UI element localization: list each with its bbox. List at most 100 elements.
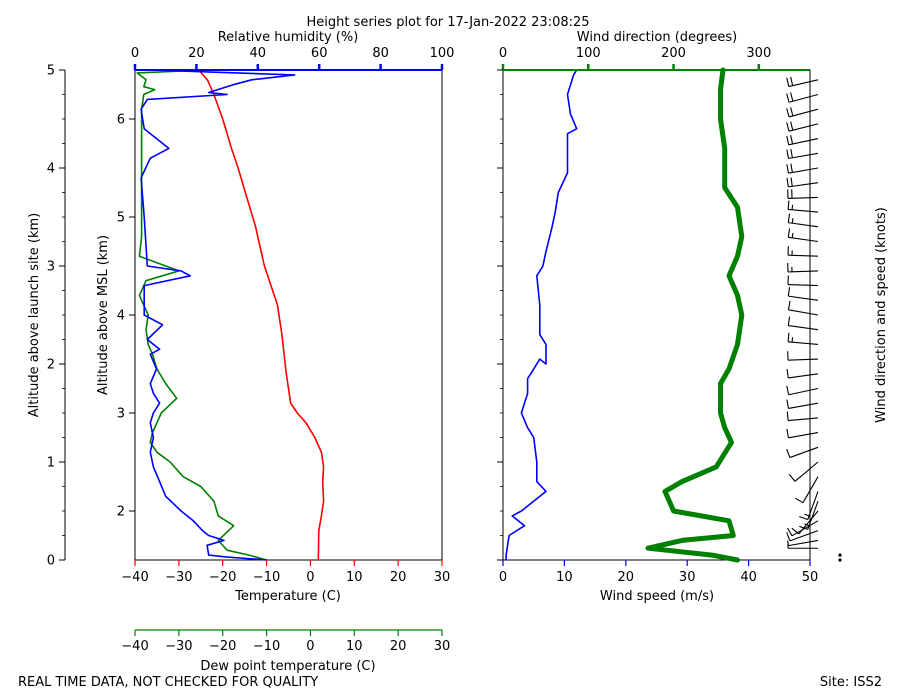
wind-speed-tick-label: 50 — [802, 570, 819, 585]
wind-barb-flag — [799, 515, 808, 521]
wind-barb-shaft — [788, 432, 819, 439]
rh-axis-label: Relative humidity (%) — [218, 30, 359, 45]
wind-speed-tick-label: 30 — [679, 570, 696, 585]
wind-barb — [786, 135, 819, 146]
wind-barb — [786, 148, 819, 160]
wind-barb — [787, 543, 818, 549]
wind-barb-shaft — [788, 123, 819, 132]
wind-barb-shaft — [794, 461, 819, 482]
wind-barb-flag — [787, 332, 790, 342]
wind-barb — [786, 107, 819, 118]
rh-tick-label: 100 — [430, 46, 455, 61]
dewpoint-tick-label: −20 — [209, 639, 236, 654]
wind-barb-shaft — [807, 491, 819, 520]
wind-barb-flag — [790, 148, 793, 158]
thermo-plot-frame — [134, 69, 443, 561]
wind-plot-frame — [502, 69, 811, 561]
rh-tick-label: 60 — [311, 46, 328, 61]
wind-direction-axis-label: Wind direction (degrees) — [577, 30, 737, 45]
agl-tick-label: 4 — [47, 162, 55, 177]
temperature-tick-label: 0 — [306, 570, 314, 585]
wind-barb-shaft — [788, 324, 819, 331]
thermo-axes: −40 −30 −20 −10 0 10 20 30−40 −30 −20 −10 0 10 20 300 2… — [47, 46, 455, 654]
wind-axes: 0 10 20 30 40 50 0 100 200 300 — [497, 46, 818, 585]
wind-barb-shaft — [802, 476, 819, 503]
wind-direction-tick-label: 100 — [576, 46, 601, 61]
agl-tick-label: 3 — [47, 260, 55, 275]
wind-barb — [786, 163, 819, 174]
thermo-panel: −40 −30 −20 −10 0 10 20 30−40 −30 −20 −10 0 10 20 300 2… — [27, 30, 454, 674]
wind-barb-flag — [787, 200, 790, 210]
temperature-tick-label: −10 — [253, 570, 280, 585]
chart-title: Height series plot for 17-Jan-2022 23:08… — [306, 15, 589, 30]
wind-barb — [787, 246, 819, 257]
wind-barb — [786, 385, 819, 396]
wind-barb — [787, 539, 819, 547]
wind-barb-half-flag — [791, 232, 794, 238]
dewpoint-tick-label: 10 — [346, 639, 363, 654]
wind-barb-flag — [787, 228, 791, 238]
wind-direction-tick-label: 300 — [746, 46, 771, 61]
wind-direction-tick-label: 0 — [499, 46, 507, 61]
wind-barb-shaft — [788, 387, 819, 396]
dewpoint-line — [136, 70, 267, 561]
wind-speed-tick-label: 20 — [618, 570, 635, 585]
wind-barb-flag — [786, 411, 789, 421]
msl-tick-label: 5 — [117, 211, 125, 226]
wind-barb — [787, 351, 819, 361]
wind-panel: 0 10 20 30 40 50 0 100 200 300 Wind speed (m/s) W… — [497, 30, 889, 604]
wind-barb — [799, 501, 819, 530]
wind-barb-flag — [790, 92, 794, 102]
wind-barb-shaft — [788, 341, 819, 345]
wind-barb-flag — [790, 107, 794, 117]
wind-barb-flag — [790, 163, 793, 173]
wind-barb-flag — [787, 316, 791, 326]
dewpoint-tick-label: 0 — [306, 639, 314, 654]
rh-tick-label: 0 — [131, 46, 139, 61]
wind-barb — [786, 76, 819, 88]
temperature-tick-label: −40 — [121, 570, 148, 585]
wind-barb — [787, 287, 819, 301]
wind-speed-tick-label: 40 — [740, 570, 757, 585]
wind-barb-shaft — [788, 402, 819, 409]
dewpoint-tick-label: −10 — [253, 639, 280, 654]
wind-barb-half-flag — [791, 218, 794, 224]
wind-series — [505, 67, 745, 563]
wind-barb-shaft — [787, 270, 819, 273]
wind-barb — [787, 213, 819, 228]
wind-barb-calm — [838, 558, 842, 562]
wind-barb — [786, 428, 819, 439]
wind-barb-shaft — [788, 167, 819, 174]
temperature-tick-label: −20 — [209, 570, 236, 585]
wind-barb-shaft — [788, 93, 819, 103]
wind-barb-shaft — [789, 446, 819, 459]
wind-barb-flag — [790, 121, 794, 131]
wind-barb-shaft — [789, 530, 819, 542]
temperature-line — [198, 69, 325, 561]
wind-barb — [787, 262, 819, 273]
wind-barb — [787, 316, 819, 331]
wind-barb-flag — [786, 399, 789, 409]
barb-axis-label: Wind direction and speed (knots) — [874, 207, 889, 423]
wind-direction-line — [645, 67, 745, 563]
wind-barb-flag — [786, 149, 789, 159]
wind-barb-flag — [786, 385, 790, 395]
wind-barb — [786, 177, 819, 188]
wind-barb — [787, 228, 819, 243]
footer-site: Site: ISS2 — [820, 675, 882, 690]
wind-barb-flag — [786, 532, 791, 542]
dewpoint-axis-label: Dew point temperature (C) — [200, 659, 375, 674]
wind-barb — [786, 530, 819, 542]
msl-tick-label: 3 — [117, 407, 125, 422]
wind-barb — [787, 300, 819, 316]
wind-barb-flag — [788, 474, 796, 482]
wind-barb-shaft — [788, 539, 819, 547]
wind-barb-calm — [838, 553, 842, 557]
wind-barb-shaft — [788, 138, 819, 146]
msl-tick-label: 4 — [117, 309, 125, 324]
temperature-axis-label: Temperature (C) — [234, 589, 341, 604]
rh-tick-label: 80 — [372, 46, 389, 61]
dewpoint-tick-label: −30 — [165, 639, 192, 654]
wind-barb — [787, 332, 819, 345]
